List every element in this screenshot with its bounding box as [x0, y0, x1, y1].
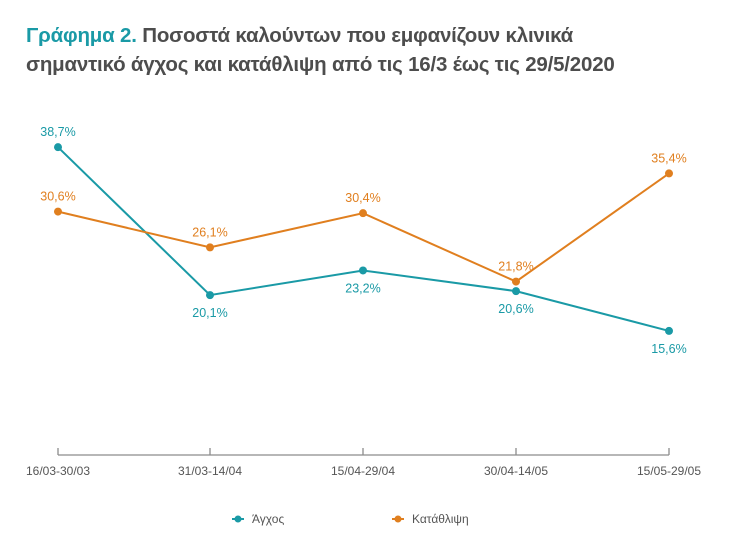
data-label-anxiety: 20,6%	[498, 302, 533, 316]
legend-label-anxiety: Άγχος	[252, 512, 284, 526]
legend-label-depression: Κατάθλιψη	[412, 512, 469, 526]
data-point-anxiety	[54, 143, 62, 152]
data-label-depression: 30,6%	[40, 190, 75, 204]
legend-marker-anxiety	[234, 515, 242, 523]
x-tick-label: 30/04-14/05	[484, 464, 548, 478]
title-lead: Γράφημα 2.	[26, 24, 137, 47]
data-label-anxiety: 15,6%	[651, 342, 686, 356]
data-label-depression: 35,4%	[651, 151, 686, 165]
data-label-depression: 26,1%	[192, 225, 227, 239]
legend-marker-depression	[394, 515, 402, 523]
data-point-anxiety	[206, 291, 214, 300]
data-point-depression	[54, 207, 62, 216]
data-label-depression: 21,8%	[498, 260, 533, 274]
data-point-anxiety	[512, 287, 520, 296]
data-point-depression	[665, 169, 673, 178]
data-label-anxiety: 20,1%	[192, 306, 227, 320]
series-line-depression	[57, 172, 670, 283]
data-label-anxiety: 23,2%	[345, 281, 380, 295]
title-line1: Ποσοστά καλούντων που εμφανίζουν κλινικά	[142, 24, 574, 47]
data-label-anxiety: 38,7%	[40, 125, 75, 139]
x-tick-label: 15/04-29/04	[331, 464, 395, 478]
data-point-depression	[512, 277, 520, 286]
data-point-depression	[206, 243, 214, 252]
x-tick-label: 15/05-29/05	[637, 464, 701, 478]
title-line2: σημαντικό άγχος και κατάθλιψη από τις 16…	[26, 53, 615, 76]
x-tick-label: 31/03-14/04	[178, 464, 242, 478]
data-point-anxiety	[359, 266, 367, 275]
data-point-anxiety	[665, 326, 673, 335]
data-label-depression: 30,4%	[345, 191, 380, 205]
data-point-depression	[359, 209, 367, 218]
x-tick-label: 16/03-30/03	[26, 464, 90, 478]
chart-title: Γράφημα 2. Ποσοστά καλούντων που εμφανίζ…	[26, 21, 615, 79]
